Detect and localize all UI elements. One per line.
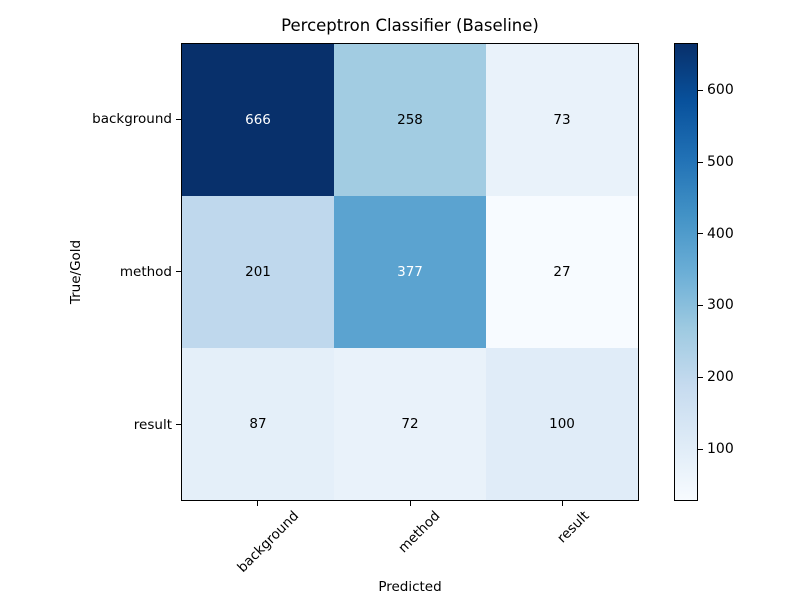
x-tick-label: background: [234, 508, 303, 576]
colorbar-tick-label: 400: [707, 226, 734, 242]
colorbar-tick-mark: [698, 162, 703, 163]
heatmap-cell-r0c0: 666: [182, 44, 334, 196]
colorbar-tick-mark: [698, 305, 703, 306]
colorbar-tick-label: 300: [707, 297, 734, 313]
x-tick-label: result: [553, 508, 593, 547]
heatmap-cell-r1c1: 377: [334, 196, 486, 348]
colorbar-tick-label: 500: [707, 154, 734, 170]
y-tick-mark: [176, 271, 181, 272]
x-tick-label: method: [395, 508, 444, 557]
heatmap-grid: 666 258 73 201 377 27 87 72 100: [181, 43, 639, 501]
colorbar-tick-mark: [698, 377, 703, 378]
colorbar-gradient: [674, 43, 698, 501]
heatmap-cell-r2c0: 87: [182, 348, 334, 500]
x-axis-label: Predicted: [378, 579, 442, 595]
colorbar-tick-mark: [698, 449, 703, 450]
heatmap-cell-r1c0: 201: [182, 196, 334, 348]
colorbar-tick-mark: [698, 90, 703, 91]
x-tick-mark: [562, 501, 563, 506]
y-tick-label: background: [92, 111, 172, 127]
y-tick-mark: [176, 119, 181, 120]
y-tick-label: result: [133, 417, 172, 433]
colorbar-tick-label: 200: [707, 369, 734, 385]
colorbar-tick-label: 600: [707, 82, 734, 98]
y-tick-mark: [176, 424, 181, 425]
colorbar-tick-label: 100: [707, 441, 734, 457]
heatmap-cell-r0c2: 73: [486, 44, 638, 196]
heatmap-cell-r2c2: 100: [486, 348, 638, 500]
heatmap-cell-r0c1: 258: [334, 44, 486, 196]
y-tick-label: method: [119, 264, 172, 280]
x-tick-mark: [257, 501, 258, 506]
chart-title: Perceptron Classifier (Baseline): [281, 16, 539, 35]
heatmap-cell-r2c1: 72: [334, 348, 486, 500]
heatmap-cell-r1c2: 27: [486, 196, 638, 348]
colorbar-tick-mark: [698, 233, 703, 234]
x-tick-mark: [410, 501, 411, 506]
